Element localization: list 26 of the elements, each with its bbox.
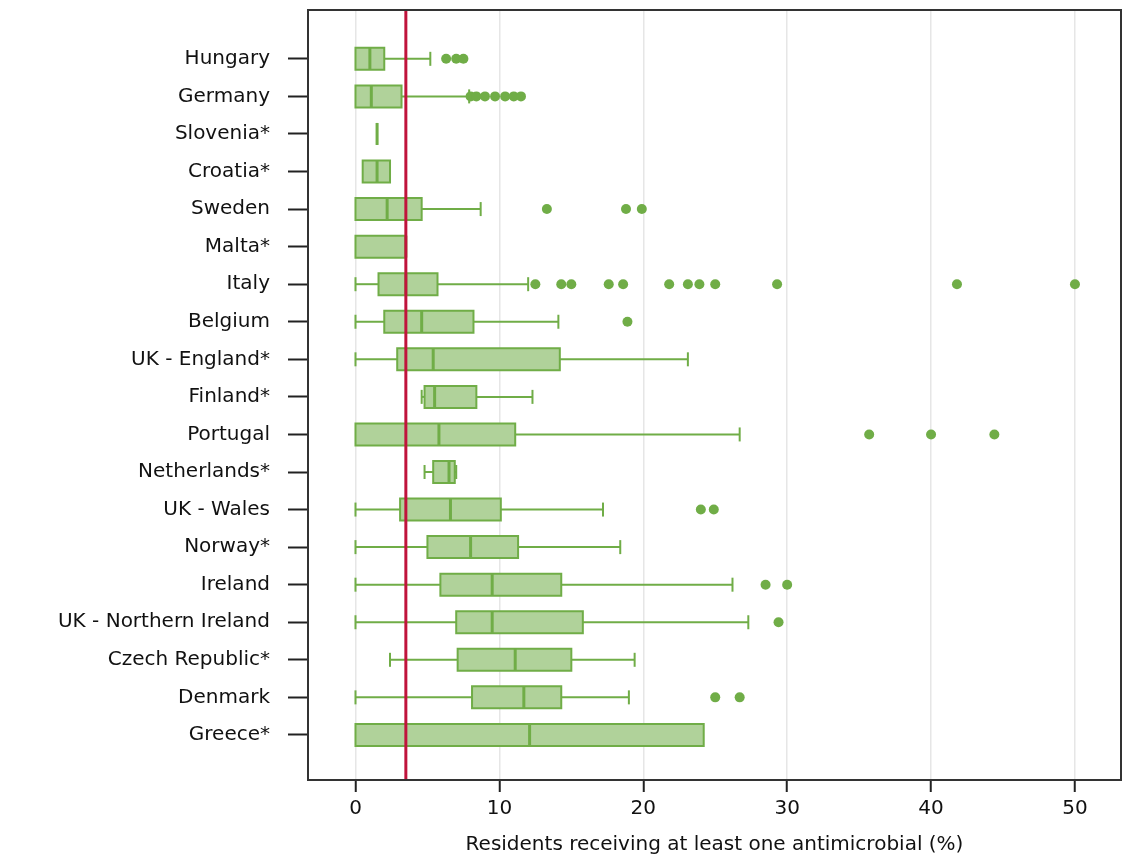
y-tick-label: Belgium [188,307,270,332]
x-tick-label: 20 [630,795,656,820]
y-tick-label: Sweden [190,195,270,220]
y-tick-label: Ireland [200,570,270,595]
y-tick-label: Denmark [178,683,271,708]
x-tick-label: 40 [918,795,944,820]
y-tick-label: Germany [178,82,271,107]
x-tick-label: 50 [1062,795,1088,820]
y-tick-label: Netherlands* [138,458,270,483]
y-tick-label: Croatia* [188,157,270,182]
y-tick-label: UK - Northern Ireland [57,608,270,633]
y-tick-label: Portugal [187,420,270,445]
y-tick-label: Czech Republic* [107,646,270,671]
y-tick-label: Norway* [184,533,270,558]
y-tick-label: UK - England* [131,345,270,370]
y-tick-label: Greece* [188,721,270,746]
x-tick-label: 0 [349,795,362,820]
y-tick-label: Slovenia* [174,120,270,145]
y-tick-label: Italy [226,270,271,295]
x-tick-label: 10 [486,795,513,820]
x-tick-label: 30 [774,795,800,820]
y-tick-label: Hungary [184,45,271,70]
y-tick-label: Malta* [204,232,270,257]
y-tick-label: Finland* [188,383,270,408]
y-tick-label: UK - Wales [163,495,270,520]
x-axis-title: Residents receiving at least one antimicrobial (%) [465,831,964,856]
